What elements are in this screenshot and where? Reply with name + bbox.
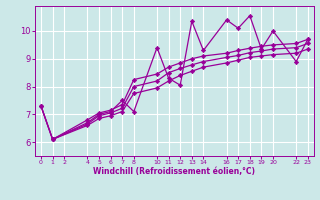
X-axis label: Windchill (Refroidissement éolien,°C): Windchill (Refroidissement éolien,°C) [93,167,255,176]
